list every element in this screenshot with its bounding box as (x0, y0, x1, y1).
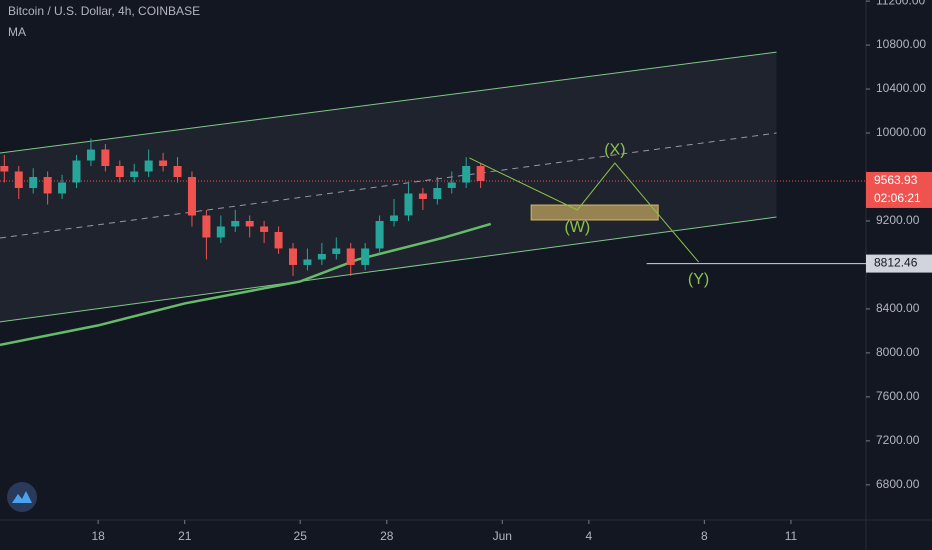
target-zone (530, 204, 659, 221)
candle-body (260, 226, 269, 232)
candle-body (462, 166, 471, 183)
channel-mid (0, 132, 777, 239)
candle-body (447, 182, 456, 188)
x-tick-label: 25 (294, 529, 308, 543)
y-tick-label: 9200.00 (876, 213, 920, 227)
candle-body (216, 226, 225, 238)
candle-body (159, 160, 168, 167)
candle-body (346, 248, 355, 265)
wave-label: (Y) (688, 271, 709, 288)
candle-body (72, 160, 81, 183)
indicator-label: MA (8, 25, 26, 39)
candle-body (144, 160, 153, 172)
candle-body (58, 182, 67, 194)
x-tick-label: 4 (586, 529, 593, 543)
candle-body (29, 176, 38, 188)
candle-body (14, 171, 23, 188)
candle-body (288, 248, 297, 265)
logo-icon[interactable] (12, 491, 32, 503)
candle-body (202, 215, 211, 238)
candle-body (317, 253, 326, 260)
candle-body (187, 176, 196, 216)
y-tick-label: 7600.00 (876, 389, 920, 403)
ma-line (0, 222, 492, 347)
candle-body (130, 171, 139, 177)
candle-body (274, 231, 283, 249)
candle-body (115, 166, 124, 177)
x-tick-label: 8 (701, 529, 708, 543)
price-label: 9563.93 (874, 173, 918, 187)
channel-lower (0, 216, 777, 323)
candle-body (245, 220, 254, 227)
candle-body (418, 193, 427, 199)
candle-body (390, 215, 399, 221)
y-tick-label: 10800.00 (876, 37, 926, 51)
y-tick-label: 11200.00 (876, 0, 925, 7)
candle-body (433, 187, 442, 199)
candle-body (86, 149, 95, 161)
candle-body (0, 166, 9, 172)
wave-path (469, 157, 699, 263)
candle-body (476, 166, 485, 181)
logo[interactable] (7, 482, 37, 512)
y-tick-label: 10000.00 (876, 125, 926, 139)
y-tick-label: 10400.00 (876, 81, 926, 95)
price-tag (866, 171, 932, 208)
candle-body (173, 166, 182, 177)
x-tick-label: 18 (91, 529, 105, 543)
candle-body (303, 259, 312, 265)
x-tick-label: 28 (380, 529, 394, 543)
candle-body (101, 149, 110, 167)
wave-label: (W) (564, 219, 590, 236)
candle-body (404, 193, 413, 216)
wave-label: (X) (604, 141, 625, 158)
x-tick-label: 21 (178, 529, 192, 543)
countdown: 02:06:21 (874, 191, 921, 205)
x-tick-label: Jun (493, 529, 512, 543)
level-tag (866, 254, 932, 273)
channel-upper (0, 51, 777, 154)
level-label: 8812.46 (874, 256, 918, 270)
y-tick-label: 8400.00 (876, 301, 920, 315)
y-tick-label: 8000.00 (876, 345, 920, 359)
candle-body (43, 176, 52, 194)
y-tick-label: 7200.00 (876, 433, 920, 447)
x-tick-label: 11 (785, 529, 798, 543)
channel-fill (0, 52, 777, 322)
logo-circle[interactable] (7, 482, 37, 512)
candle-body (361, 248, 370, 265)
candle-body (332, 248, 341, 254)
chart-title: Bitcoin / U.S. Dollar, 4h, COINBASE (8, 4, 200, 18)
candle-body (375, 220, 384, 249)
candle-body (231, 220, 240, 227)
y-tick-label: 6800.00 (876, 477, 920, 491)
